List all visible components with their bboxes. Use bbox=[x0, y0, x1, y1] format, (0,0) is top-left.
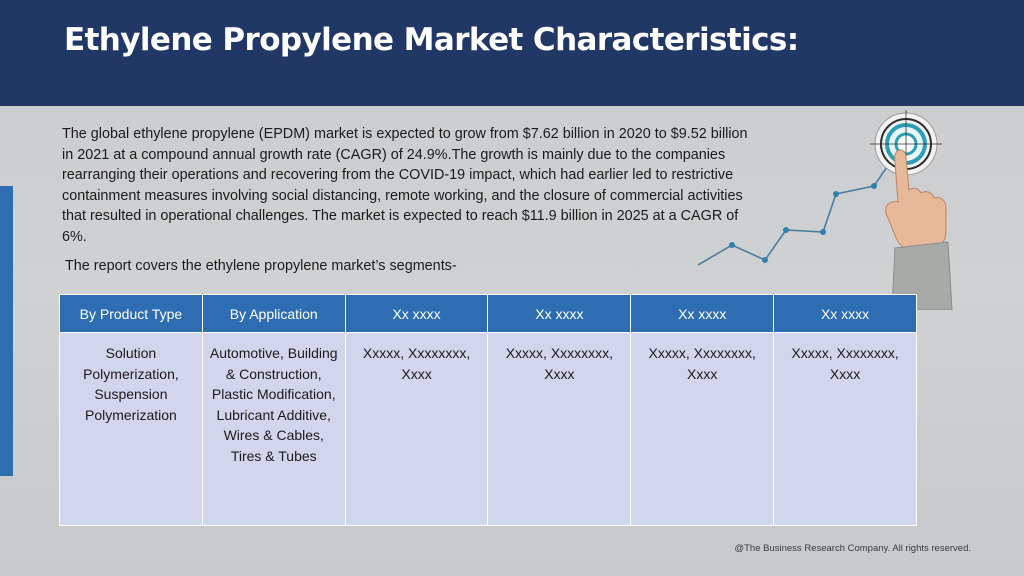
segments-table: By Product Type By Application Xx xxxx X… bbox=[59, 294, 917, 526]
column-header: By Application bbox=[201, 294, 346, 333]
column-header: Xx xxxx bbox=[487, 294, 632, 333]
left-accent-bar bbox=[0, 186, 13, 476]
cell-text: Solution Polymerization, Suspension Poly… bbox=[83, 345, 179, 423]
table-cell: Xxxxx, Xxxxxxxx, Xxxx bbox=[630, 332, 775, 526]
pointing-hand-icon bbox=[885, 149, 953, 310]
page-title: Ethylene Propylene Market Characteristic… bbox=[64, 22, 799, 58]
column-header: By Product Type bbox=[59, 294, 203, 333]
table-row: Solution Polymerization, Suspension Poly… bbox=[59, 332, 917, 526]
table-cell: Xxxxx, Xxxxxxxx, Xxxx bbox=[773, 332, 917, 526]
cell-text: Automotive, Building & Construction, Pla… bbox=[209, 345, 338, 464]
table-cell: Solution Polymerization, Suspension Poly… bbox=[59, 332, 203, 526]
target-icon bbox=[870, 110, 942, 180]
growth-line-icon bbox=[697, 145, 903, 266]
table-cell: Automotive, Building & Construction, Pla… bbox=[201, 332, 346, 526]
cell-text: Xxxxx, Xxxxxxxx, Xxxx bbox=[648, 345, 756, 382]
column-header: Xx xxxx bbox=[344, 294, 489, 333]
copyright-footer: @The Business Research Company. All righ… bbox=[734, 543, 971, 554]
table-cell: Xxxxx, Xxxxxxxx, Xxxx bbox=[344, 332, 489, 526]
intro-paragraph: The global ethylene propylene (EPDM) mar… bbox=[62, 126, 748, 245]
growth-target-illustration bbox=[697, 110, 953, 310]
cell-text: Xxxxx, Xxxxxxxx, Xxxx bbox=[791, 345, 899, 382]
table-cell: Xxxxx, Xxxxxxxx, Xxxx bbox=[487, 332, 632, 526]
cell-text: Xxxxx, Xxxxxxxx, Xxxx bbox=[505, 345, 614, 382]
segments-note: The report covers the ethylene propylene… bbox=[65, 258, 457, 274]
cell-text: Xxxxx, Xxxxxxxx, Xxxx bbox=[362, 345, 471, 382]
column-header: Xx xxxx bbox=[773, 294, 917, 333]
table-header-row: By Product Type By Application Xx xxxx X… bbox=[59, 294, 917, 333]
header-bar: Ethylene Propylene Market Characteristic… bbox=[0, 0, 1024, 106]
column-header: Xx xxxx bbox=[630, 294, 775, 333]
